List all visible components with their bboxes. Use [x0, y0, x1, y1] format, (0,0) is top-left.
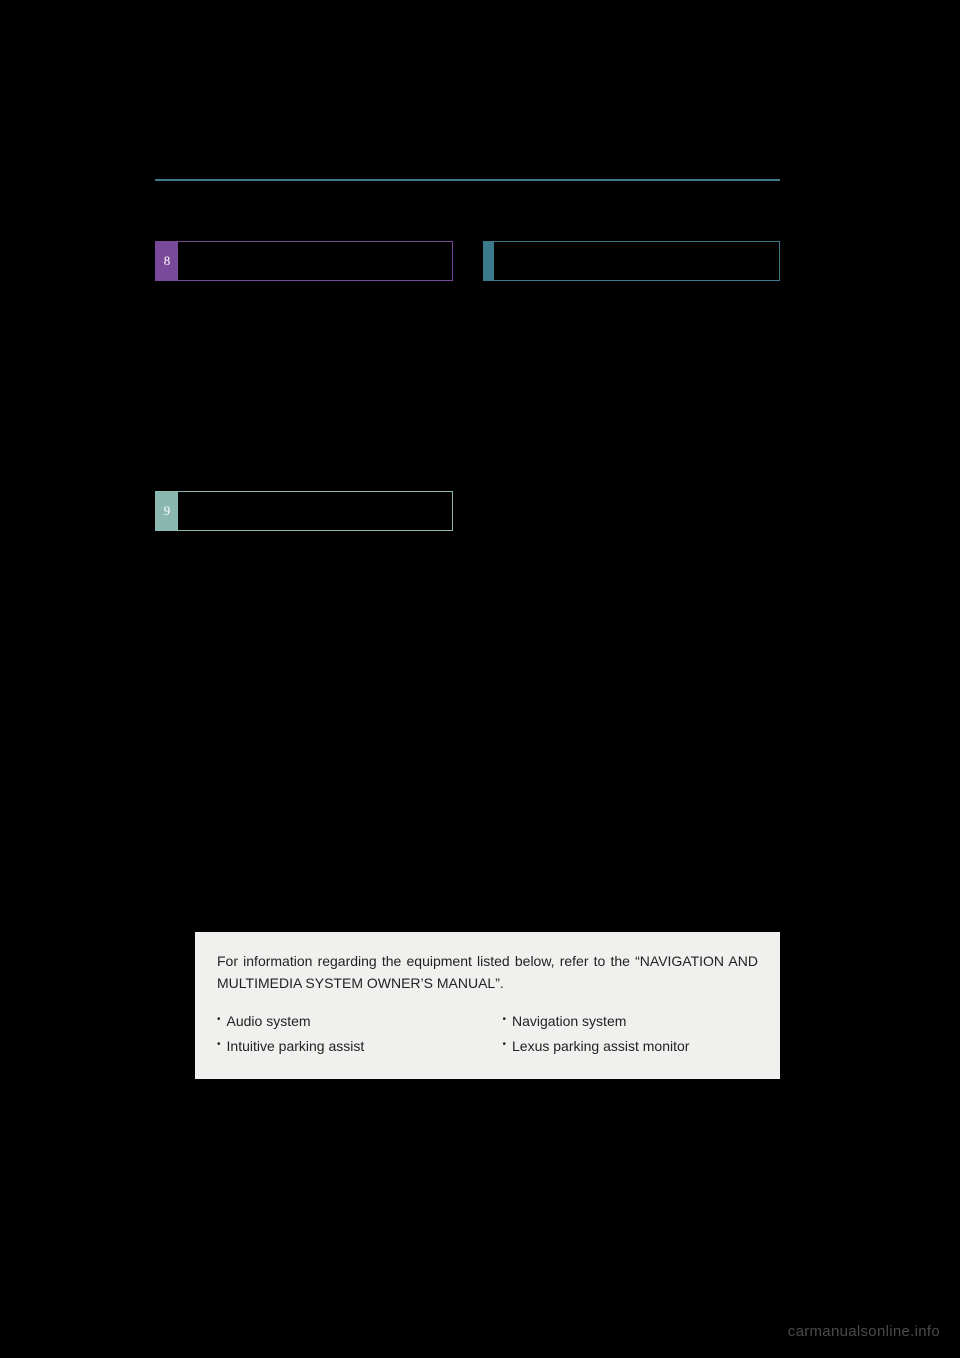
note-bullets-right: •Navigation system •Lexus parking assist…	[503, 1009, 759, 1059]
toc-entry[interactable]: 9-1. Specifications 568	[159, 543, 449, 558]
bullet-icon: •	[217, 1009, 221, 1031]
entry-page: 496	[427, 293, 449, 311]
note-text: For information regarding the equipment …	[217, 950, 758, 995]
page-header: TABLE OF CONTENTS	[155, 155, 780, 181]
entry-label: 8-2. Steps to take in an emergency	[159, 323, 360, 341]
toc-entry[interactable]: What to do if... 615	[487, 347, 777, 362]
entry-page: 615	[758, 347, 776, 362]
bullet-icon: •	[503, 1034, 507, 1056]
section-title: When trouble arises	[188, 254, 284, 269]
entry-label: Abbreviation list	[487, 293, 568, 308]
entry-page: 568	[431, 543, 449, 558]
section-8-entries: 8-1. Essential information 496 8-2. Step…	[155, 281, 453, 381]
bullet-icon: •	[503, 1009, 507, 1031]
bullet-item: •Navigation system	[503, 1009, 759, 1034]
entry-page: 602	[758, 320, 776, 335]
entry-page: 600	[758, 293, 776, 308]
toc-entry[interactable]: Abbreviation list 600	[487, 293, 777, 308]
entry-label: 9-3. Initialization	[159, 597, 242, 612]
bullet-icon: •	[217, 1034, 221, 1056]
bullet-label: Navigation system	[512, 1009, 626, 1034]
right-column: Index Abbreviation list 600 Alphabetical…	[483, 241, 781, 652]
note-bullets-left: • Audio system • Intuitive parking assist	[217, 1009, 473, 1059]
leader-dots	[364, 326, 423, 336]
section-title: Vehicle specifications	[188, 504, 293, 519]
toc-entry[interactable]: 8-2. Steps to take in an emergency 502	[159, 323, 449, 341]
entry-label: Alphabetical index	[487, 320, 578, 335]
entry-page: 586	[431, 570, 449, 585]
section-accent	[484, 242, 494, 280]
entry-page: 596	[431, 597, 449, 612]
section-box-8: 8 When trouble arises	[155, 241, 453, 281]
toc-columns: 8 When trouble arises 8-1. Essential inf…	[155, 241, 780, 652]
index-entries: Abbreviation list 600 Alphabetical index…	[483, 281, 781, 402]
header-title: TABLE OF CONTENTS	[376, 155, 559, 171]
bullet-item: • Intuitive parking assist	[217, 1034, 473, 1059]
toc-entry[interactable]: 9-2. Customization 586	[159, 570, 449, 585]
bullet-label: Audio system	[227, 1009, 311, 1034]
toc-entry[interactable]: 8-1. Essential information 496	[159, 293, 449, 311]
page-content: TABLE OF CONTENTS 8 When trouble arises …	[155, 155, 780, 652]
section-box-index: Index	[483, 241, 781, 281]
bullet-item: • Audio system	[217, 1009, 473, 1034]
left-column: 8 When trouble arises 8-1. Essential inf…	[155, 241, 453, 652]
section-body: Index	[494, 242, 780, 280]
section-body: When trouble arises	[178, 242, 452, 280]
info-note-box: For information regarding the equipment …	[195, 932, 780, 1079]
entry-label: 9-2. Customization	[159, 570, 251, 585]
section-number: 9	[156, 492, 178, 530]
toc-entry[interactable]: Alphabetical index 602	[487, 320, 777, 335]
bullet-label: Intuitive parking assist	[227, 1034, 365, 1059]
bullet-item: •Lexus parking assist monitor	[503, 1034, 759, 1059]
leader-dots	[364, 296, 423, 306]
entry-label: 8-1. Essential information	[159, 293, 360, 311]
entry-label: 9-1. Specifications	[159, 543, 249, 558]
section-body: Vehicle specifications	[178, 492, 452, 530]
entry-label: What to do if...	[487, 347, 560, 362]
section-number: 8	[156, 242, 178, 280]
section-box-9: 9 Vehicle specifications	[155, 491, 453, 531]
section-9-entries: 9-1. Specifications 568 9-2. Customizati…	[155, 531, 453, 652]
bullet-label: Lexus parking assist monitor	[512, 1034, 689, 1059]
toc-entry[interactable]: 9-3. Initialization 596	[159, 597, 449, 612]
entry-page: 502	[427, 323, 449, 341]
section-title: Index	[504, 254, 531, 269]
note-bullet-columns: •Audio system •Intuitive parking assist …	[217, 1009, 758, 1059]
watermark: carmanualsonline.info	[788, 1323, 940, 1340]
